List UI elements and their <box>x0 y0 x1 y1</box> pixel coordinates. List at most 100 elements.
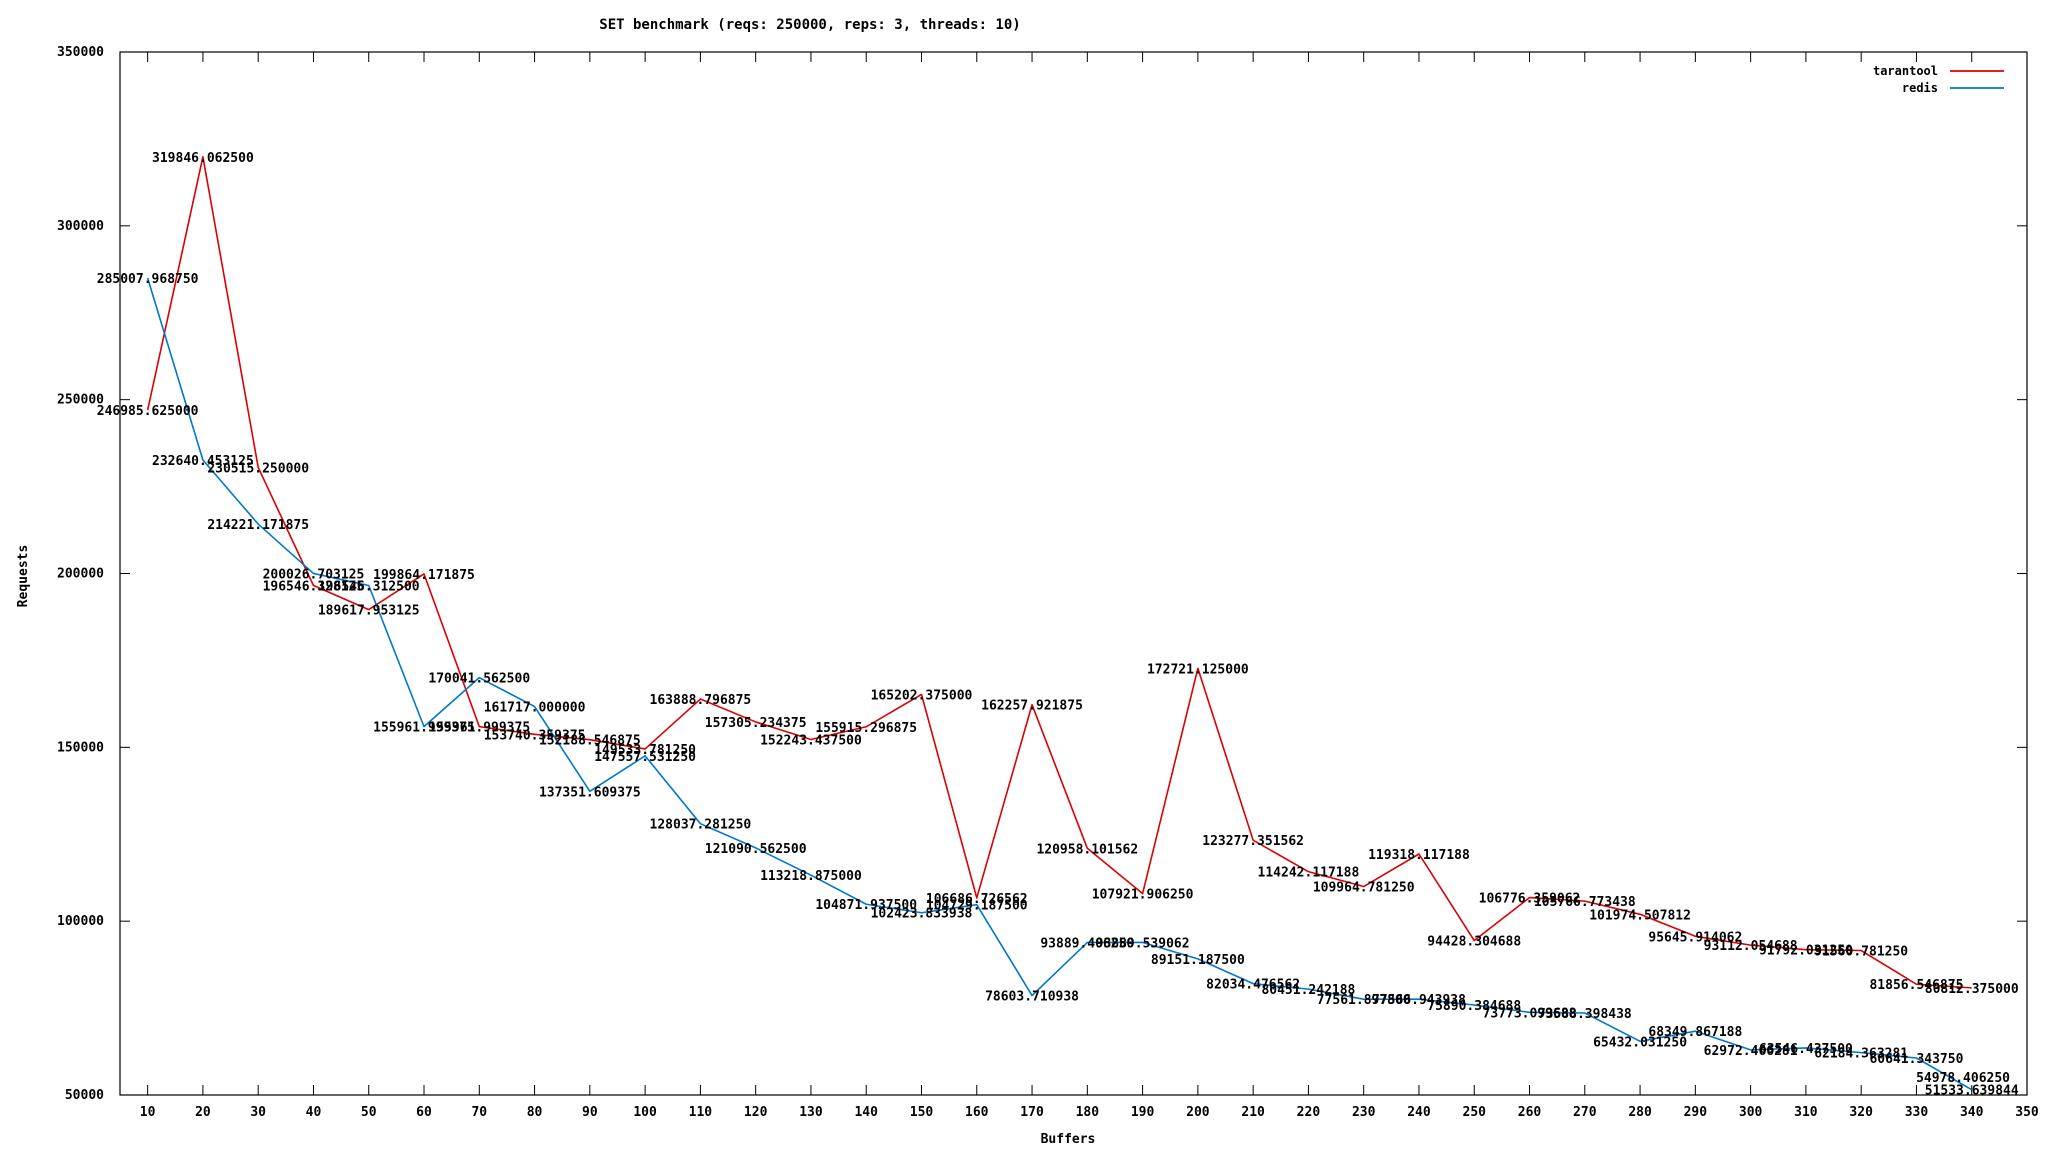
x-tick-label: 140 <box>854 1105 878 1120</box>
x-tick-label: 230 <box>1352 1105 1376 1120</box>
data-label-redis: 137351.609375 <box>539 785 641 800</box>
data-label-tarantool: 109964.781250 <box>1313 881 1415 896</box>
data-label-redis: 82034.476562 <box>1206 978 1300 993</box>
data-label-redis: 93889.539062 <box>1096 936 1190 951</box>
x-tick-label: 170 <box>1020 1105 1044 1120</box>
data-label-redis: 232640.453125 <box>152 454 254 469</box>
series-line-tarantool <box>146 156 1972 989</box>
data-label-redis: 89151.187500 <box>1151 953 1245 968</box>
x-tick-label: 330 <box>1905 1105 1929 1120</box>
x-tick-label: 340 <box>1960 1105 1984 1120</box>
x-tick-label: 120 <box>744 1105 768 1120</box>
data-label-redis: 104871.937500 <box>815 898 917 913</box>
data-label-redis: 161717.000000 <box>484 701 586 716</box>
data-label-redis: 78603.710938 <box>985 990 1079 1005</box>
data-label-tarantool: 91792.031250 <box>1759 944 1853 959</box>
data-label-redis: 60641.343750 <box>1869 1052 1963 1067</box>
data-label-redis: 62184.363281 <box>1814 1047 1908 1062</box>
data-label-redis: 147557.531250 <box>594 750 696 765</box>
data-label-redis: 104729.187500 <box>926 899 1028 914</box>
data-label-tarantool: 162257.921875 <box>981 699 1083 714</box>
data-label-tarantool: 172721.125000 <box>1147 662 1249 677</box>
data-label-tarantool: 163888.796875 <box>650 693 752 708</box>
data-label-tarantool: 149533.781250 <box>594 743 696 758</box>
x-tick-label: 210 <box>1241 1105 1265 1120</box>
data-label-tarantool: 157305.234375 <box>705 716 807 731</box>
x-tick-label: 350 <box>2015 1105 2039 1120</box>
data-label-tarantool: 152243.437500 <box>760 734 862 749</box>
series-lines <box>146 156 1973 1091</box>
data-label-redis: 121090.562500 <box>705 842 807 857</box>
data-label-redis: 80451.242188 <box>1261 983 1355 998</box>
data-label-tarantool: 101974.507812 <box>1589 908 1691 923</box>
x-tick-label: 220 <box>1297 1105 1321 1120</box>
data-label-redis: 51533.639844 <box>1925 1084 2019 1099</box>
data-label-tarantool: 81856.546875 <box>1869 978 1963 993</box>
data-label-tarantool: 94428.304688 <box>1427 935 1521 950</box>
y-tick-label: 100000 <box>57 914 104 929</box>
y-tick-label: 50000 <box>65 1088 104 1103</box>
y-tick-label: 200000 <box>57 567 104 582</box>
data-label-tarantool: 123277.351562 <box>1202 834 1304 849</box>
data-label-redis: 65432.031250 <box>1593 1035 1687 1050</box>
x-tick-label: 190 <box>1131 1105 1155 1120</box>
x-tick-label: 130 <box>799 1105 823 1120</box>
x-tick-label: 20 <box>195 1105 211 1120</box>
chart-title: SET benchmark (reqs: 250000, reps: 3, th… <box>599 17 1020 33</box>
y-ticks: 50000 100000 150000 200000 250000 300000 35000… <box>57 45 2027 1103</box>
x-tick-label: 110 <box>689 1105 713 1120</box>
data-label-tarantool: 119318.117188 <box>1368 848 1470 863</box>
y-axis-label: Requests <box>16 545 31 608</box>
x-tick-label: 270 <box>1573 1105 1597 1120</box>
x-tick-label: 10 <box>140 1105 156 1120</box>
data-label-redis: 73773.099688 <box>1483 1006 1577 1021</box>
data-label-redis: 73588.398438 <box>1538 1007 1632 1022</box>
x-tick-label: 40 <box>306 1105 322 1120</box>
data-label-tarantool: 91560.781250 <box>1814 945 1908 960</box>
data-label-tarantool: 155915.296875 <box>815 721 917 736</box>
x-tick-label: 280 <box>1628 1105 1652 1120</box>
data-label-tarantool: 319846.062500 <box>152 151 254 166</box>
data-label-tarantool: 93112.054688 <box>1704 939 1798 954</box>
data-label-tarantool: 80812.375000 <box>1925 982 2019 997</box>
x-tick-label: 60 <box>416 1105 432 1120</box>
x-tick-label: 100 <box>633 1105 657 1120</box>
data-label-tarantool: 107921.906250 <box>1092 888 1194 903</box>
data-label-redis: 128037.281250 <box>650 818 752 833</box>
data-label-redis: 155961.999375 <box>373 721 475 736</box>
data-label-tarantool: 95645.914062 <box>1648 930 1742 945</box>
data-label-redis: 77561.897800 <box>1317 993 1411 1008</box>
x-tick-label: 260 <box>1518 1105 1542 1120</box>
data-label-redis: 62972.466281 <box>1704 1044 1798 1059</box>
data-label-tarantool: 246985.625000 <box>97 404 199 419</box>
data-label-redis: 200026.703125 <box>263 567 365 582</box>
x-tick-label: 310 <box>1794 1105 1818 1120</box>
x-tick-label: 290 <box>1684 1105 1708 1120</box>
series-line-redis <box>146 277 1973 1091</box>
x-tick-label: 30 <box>250 1105 266 1120</box>
x-tick-label: 80 <box>527 1105 543 1120</box>
data-label-tarantool: 165202.375000 <box>871 688 973 703</box>
data-label-redis: 102423.833938 <box>871 907 973 922</box>
x-tick-label: 160 <box>965 1105 989 1120</box>
x-tick-label: 50 <box>361 1105 377 1120</box>
x-tick-label: 150 <box>910 1105 934 1120</box>
data-label-tarantool: 114242.117188 <box>1258 866 1360 881</box>
data-label-redis: 63546.437500 <box>1759 1042 1853 1057</box>
y-tick-label: 150000 <box>57 740 104 755</box>
data-label-redis: 75890.384688 <box>1427 999 1521 1014</box>
data-label-tarantool: 106776.359062 <box>1479 892 1581 907</box>
data-label-redis: 68349.867188 <box>1648 1025 1742 1040</box>
x-tick-label: 180 <box>1076 1105 1100 1120</box>
data-label-tarantool: 189617.953125 <box>318 604 420 619</box>
data-label-tarantool: 120958.101562 <box>1036 842 1138 857</box>
x-tick-label: 300 <box>1739 1105 1763 1120</box>
x-tick-label: 240 <box>1407 1105 1431 1120</box>
data-labels: 246985.625000 319846.062500 230515.250000 1… <box>97 151 2019 1099</box>
data-label-tarantool: 105766.773438 <box>1534 895 1636 910</box>
data-label-redis: 196546.312500 <box>318 580 420 595</box>
data-label-extra: 54978.406250 <box>1916 1071 2010 1086</box>
y-tick-label: 350000 <box>57 45 104 60</box>
